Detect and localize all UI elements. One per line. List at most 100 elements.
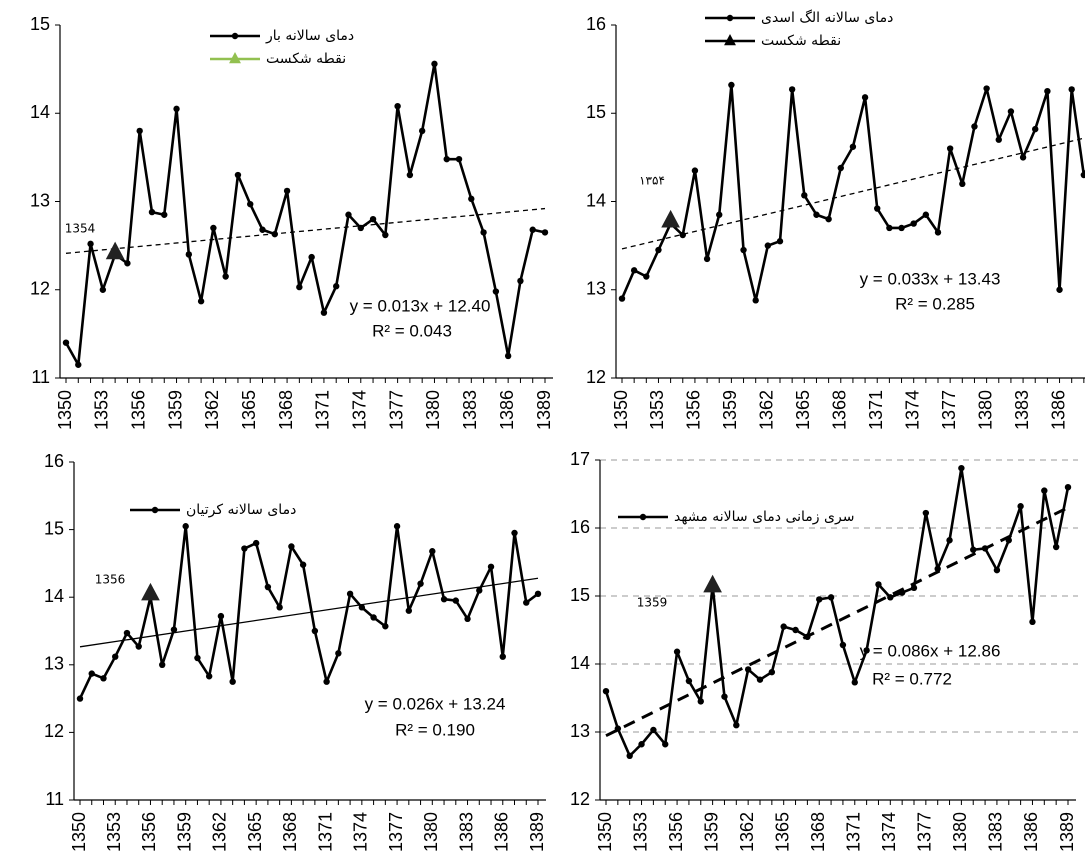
x-tick-label: 1377 (915, 812, 935, 852)
x-tick-label: 1350 (595, 812, 615, 852)
x-tick-label: 1371 (844, 812, 864, 852)
series-point (716, 211, 723, 218)
x-tick-label: 1389 (534, 390, 554, 430)
breakpoint-marker (703, 574, 722, 593)
trendline (65, 207, 546, 254)
series-point (323, 678, 330, 685)
series-point (837, 164, 844, 172)
x-tick-label: 1386 (492, 812, 512, 852)
x-tick-label: 1371 (313, 390, 333, 430)
x-tick-label: 1365 (239, 390, 259, 430)
series-point (1056, 286, 1063, 293)
x-tick-label: 1362 (737, 812, 757, 852)
series-point (861, 94, 869, 101)
series-point (276, 604, 283, 611)
series-point (1029, 618, 1036, 626)
series-point (283, 187, 291, 195)
series-point (523, 599, 530, 606)
series-point (1044, 87, 1051, 95)
series-point (264, 583, 272, 591)
series-point (638, 741, 645, 748)
series-point (792, 626, 799, 634)
series-point (1032, 125, 1039, 133)
y-tick-label: 12 (586, 367, 606, 387)
y-tick-label: 14 (586, 190, 606, 210)
series-point (480, 229, 487, 236)
series-point (1052, 543, 1060, 551)
series-point (182, 523, 189, 530)
series-point (217, 612, 225, 620)
series-point (75, 361, 82, 368)
series-point (358, 604, 366, 611)
series-point (464, 615, 471, 623)
series-point (863, 647, 870, 654)
y-tick-label: 13 (30, 190, 50, 210)
series-point (308, 253, 315, 261)
trend-equation: y = 0.013x + 12.40 (350, 296, 491, 315)
series-point (1005, 537, 1012, 544)
series-point (247, 200, 254, 208)
x-tick-label: 1389 (1057, 812, 1077, 852)
series-point (259, 226, 266, 233)
series-point (1068, 86, 1075, 93)
series-point (197, 298, 205, 305)
series-point (679, 231, 686, 239)
series-point (534, 590, 542, 598)
series-point (740, 246, 747, 254)
series-point (752, 297, 759, 304)
series-point (320, 309, 328, 316)
series-point (136, 127, 143, 135)
series-point (148, 208, 156, 216)
y-tick-label: 16 (44, 451, 64, 471)
series-point (946, 145, 954, 152)
x-tick-label: 1386 (1021, 812, 1041, 852)
series-point (703, 255, 711, 263)
breakpoint-marker (661, 209, 680, 228)
series-point (673, 648, 681, 655)
y-tick-label: 15 (586, 102, 606, 122)
x-tick-label: 1377 (386, 390, 406, 430)
series-point (252, 539, 260, 547)
x-tick-label: 1365 (245, 812, 265, 852)
series-point (655, 246, 662, 254)
series-point (417, 580, 424, 587)
series-point (946, 537, 953, 544)
y-tick-label: 14 (30, 102, 50, 122)
x-tick-label: 1380 (423, 390, 443, 430)
x-tick-label: 1362 (202, 390, 222, 430)
series-point (443, 155, 450, 163)
series-point (296, 283, 303, 291)
series-point (813, 211, 820, 218)
y-tick-label: 11 (45, 789, 64, 809)
trend-r2: R² = 0.043 (372, 321, 452, 340)
series-point (971, 123, 978, 130)
x-tick-label: 1353 (630, 812, 650, 852)
y-tick-label: 13 (44, 654, 64, 674)
series-point (429, 548, 436, 555)
y-tick-label: 15 (570, 585, 590, 605)
series-point (1019, 154, 1027, 161)
x-tick-label: 1356 (666, 812, 686, 852)
legend-marker (151, 506, 159, 514)
x-tick-label: 1371 (315, 812, 335, 852)
legend-marker (724, 34, 736, 46)
legend-marker (231, 32, 239, 40)
x-tick-label: 1353 (647, 390, 667, 430)
series-point (185, 251, 193, 258)
series-point (288, 543, 295, 550)
legend-label: نقطه شکست (266, 51, 346, 67)
legend-label: دمای سالانه الگ اسدی (761, 9, 893, 26)
series-point (124, 260, 131, 267)
series-point (455, 155, 463, 163)
legend-marker (639, 513, 647, 521)
x-tick-label: 1371 (866, 390, 886, 430)
x-tick-label: 1377 (386, 812, 406, 852)
series-point (234, 171, 242, 179)
series-line (78, 524, 539, 700)
series-point (764, 242, 772, 249)
series-point (504, 352, 512, 360)
series-line (620, 83, 1085, 302)
y-tick-label: 12 (570, 789, 590, 809)
series-point (393, 523, 401, 530)
